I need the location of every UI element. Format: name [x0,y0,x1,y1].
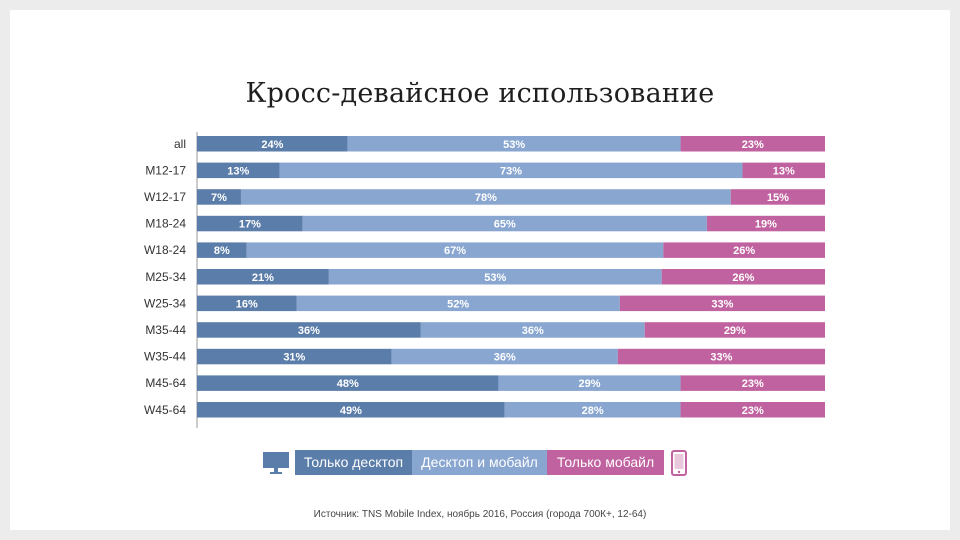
bar-value-label-all-desktop-and-mobile: 53% [503,139,525,151]
bar-value-label-M25-34-mobile-only: 26% [732,272,754,284]
bar-all-mobile-only [680,136,825,152]
bar-W25-34-mobile-only [619,295,825,312]
bar-M18-24-desktop-only [197,215,303,232]
bar-M45-64-desktop-and-mobile [498,375,681,391]
bar-W35-44-mobile-only [617,348,825,365]
bar-W35-44-desktop-only [197,348,392,365]
category-label-all: all [174,137,186,151]
legend-mobile-only: Только мобайл [547,450,664,475]
bar-value-label-M12-17-desktop-only: 13% [227,165,249,177]
category-label-M45-64: M45-64 [145,376,186,390]
bar-M18-24-desktop-and-mobile [302,215,707,232]
bars-group: all 24% 53% 23% M12-17 13% 73% 13% W12-17 7% 78% 15… [144,136,825,418]
bar-W45-64-desktop-and-mobile [504,402,681,418]
category-label-W25-34: W25-34 [144,296,186,310]
category-label-W35-44: W35-44 [144,350,186,364]
category-label-W12-17: W12-17 [144,190,186,204]
bar-W45-64-mobile-only [680,402,825,418]
bar-M12-17-mobile-only [742,162,825,179]
category-label-M18-24: M18-24 [145,217,186,231]
legend-desktop-only: Только десктоп [295,450,412,475]
bar-value-label-M18-24-mobile-only: 19% [755,219,777,231]
bar-value-label-all-desktop-only: 24% [261,139,283,151]
bar-value-label-W25-34-desktop-and-mobile: 52% [447,298,469,310]
chart-title: Кросс-девайсное использование [245,78,715,109]
bar-value-label-M25-34-desktop-and-mobile: 53% [484,272,506,284]
bar-value-label-M12-17-desktop-and-mobile: 73% [500,165,522,177]
bar-W25-34-desktop-and-mobile [296,295,620,312]
bar-W12-17-mobile-only [730,189,825,205]
bar-W18-24-desktop-and-mobile [246,242,664,258]
bar-W25-34-desktop-only [197,295,297,312]
bar-M45-64-mobile-only [680,375,825,391]
bar-value-label-W18-24-mobile-only: 26% [733,245,755,257]
bar-all-desktop-and-mobile [347,136,681,152]
bar-value-label-W18-24-desktop-only: 8% [214,245,230,257]
category-label-W18-24: W18-24 [144,243,186,257]
category-label-M25-34: M25-34 [145,270,186,284]
bar-value-label-W12-17-desktop-and-mobile: 78% [475,192,497,204]
bar-value-label-M18-24-desktop-only: 17% [239,219,261,231]
bar-W18-24-mobile-only [663,242,825,258]
bar-M35-44-desktop-and-mobile [420,322,645,338]
bar-M12-17-desktop-and-mobile [279,162,743,179]
bar-value-label-M25-34-desktop-only: 21% [252,272,274,284]
bar-value-label-M45-64-desktop-and-mobile: 29% [578,378,600,390]
bar-value-label-M35-44-mobile-only: 29% [724,325,746,337]
bar-value-label-W45-64-mobile-only: 23% [742,405,764,417]
bar-value-label-W45-64-desktop-and-mobile: 28% [582,405,604,417]
bar-value-label-W12-17-mobile-only: 15% [767,192,789,204]
bar-M18-24-mobile-only [706,215,825,232]
bar-value-label-W35-44-desktop-and-mobile: 36% [494,352,516,364]
bar-value-label-M35-44-desktop-and-mobile: 36% [522,325,544,337]
category-label-W45-64: W45-64 [144,403,186,417]
bar-W18-24-desktop-only [197,242,247,258]
bar-M35-44-desktop-only [197,322,421,338]
bar-value-label-W35-44-mobile-only: 33% [710,352,732,364]
desktop-monitor-icon [263,452,289,474]
bar-M45-64-desktop-only [197,375,499,391]
bar-W12-17-desktop-only [197,189,241,205]
bar-value-label-M45-64-desktop-only: 48% [337,378,359,390]
bar-M25-34-mobile-only [661,269,825,285]
legend-desktop-and-mobile: Десктоп и мобайл [412,450,547,475]
bar-value-label-M18-24-desktop-and-mobile: 65% [494,219,516,231]
bar-M25-34-desktop-and-mobile [328,269,662,285]
bar-M25-34-desktop-only [197,269,329,285]
bar-W45-64-desktop-only [197,402,505,418]
bar-value-label-W12-17-desktop-only: 7% [211,192,227,204]
category-label-M12-17: M12-17 [145,163,186,177]
bar-value-label-M35-44-desktop-only: 36% [298,325,320,337]
bar-value-label-all-mobile-only: 23% [742,139,764,151]
bar-value-label-W35-44-desktop-only: 31% [283,352,305,364]
bar-value-label-M45-64-mobile-only: 23% [742,378,764,390]
bar-M12-17-desktop-only [197,162,280,179]
category-label-M35-44: M35-44 [145,323,186,337]
bar-all-desktop-only [197,136,348,152]
bar-value-label-W45-64-desktop-only: 49% [340,405,362,417]
bar-value-label-W25-34-mobile-only: 33% [711,298,733,310]
bar-value-label-M12-17-mobile-only: 13% [773,165,795,177]
source-note: Источник: TNS Mobile Index, ноябрь 2016,… [313,509,647,520]
bar-M35-44-mobile-only [644,322,825,338]
bar-value-label-W25-34-desktop-only: 16% [236,298,258,310]
bar-W12-17-desktop-and-mobile [240,189,731,205]
bar-W35-44-desktop-and-mobile [391,348,618,365]
smartphone-icon [671,450,687,476]
bar-value-label-W18-24-desktop-and-mobile: 67% [444,245,466,257]
